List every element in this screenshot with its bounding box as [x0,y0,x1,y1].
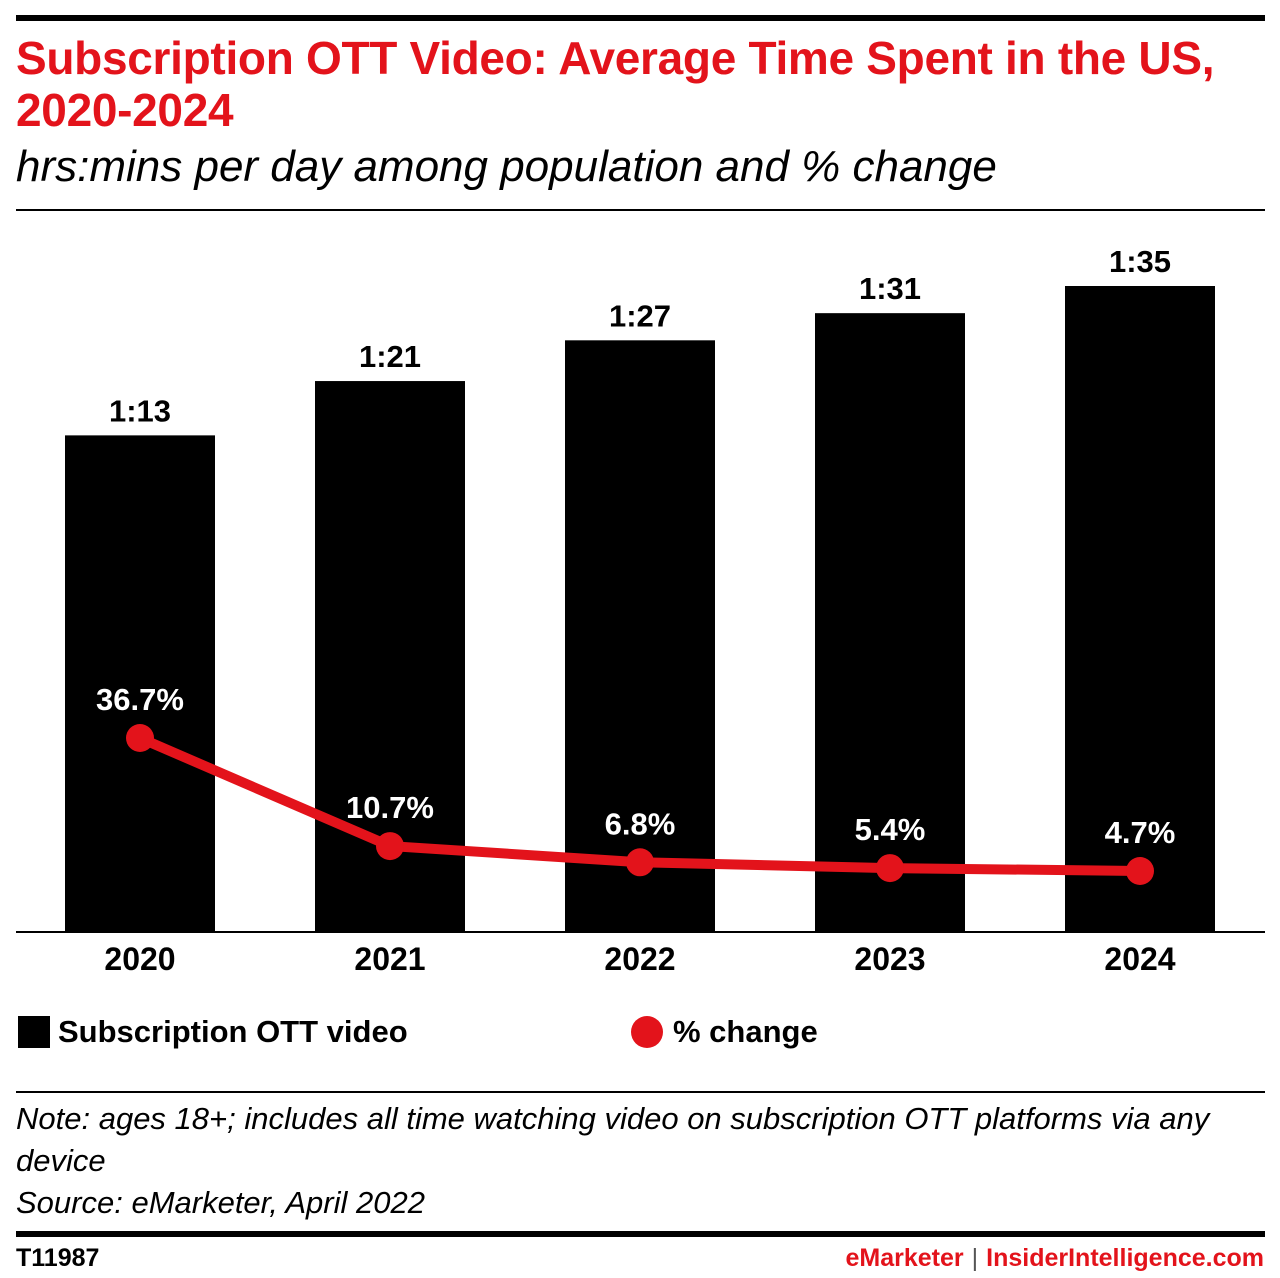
x-tick-label-2021: 2021 [354,941,425,977]
chart-plot: 1:13 1:21 1:27 1:31 1:35 2020 2021 2022 2023 2024… [16,244,1265,977]
bar-2023 [815,313,965,931]
bar-2020 [65,435,215,931]
brand-emarketer: eMarketer [845,1244,964,1272]
legend-item-bars: Subscription OTT video [18,1010,408,1054]
legend-line-swatch [631,1016,663,1048]
legend-bar-swatch [18,1016,50,1048]
bar-2024 [1065,286,1215,931]
chart-id: T11987 [16,1244,100,1272]
header-divider [16,209,1265,211]
legend-line-label: % change [673,1014,818,1049]
chart-subtitle: hrs:mins per day among population and % … [16,142,997,191]
pct-change-label-2021: 10.7% [346,790,434,825]
x-tick-label-2022: 2022 [604,941,675,977]
brand-insider-intelligence: InsiderIntelligence.com [986,1244,1264,1272]
x-tick-label-2023: 2023 [854,941,925,977]
x-axis-line [16,931,1265,933]
x-tick-label-2024: 2024 [1104,941,1175,977]
legend-item-line: % change [631,1010,818,1054]
footer-brand: eMarketer | InsiderIntelligence.com [846,1244,1265,1273]
bar-value-label-2022: 1:27 [609,298,671,333]
source-text: Source: eMarketer, April 2022 [16,1185,425,1220]
pct-change-point-2023 [876,854,904,883]
pct-change-label-2020: 36.7% [96,682,184,717]
pct-change-label-2022: 6.8% [605,806,676,841]
pct-change-point-2022 [626,848,654,877]
bottom-rule [16,1231,1265,1237]
bar-value-label-2020: 1:13 [109,393,171,428]
bar-value-label-2023: 1:31 [859,271,921,306]
note-text: Note: ages 18+; includes all time watchi… [16,1101,1210,1178]
pct-change-point-2021 [376,832,404,861]
pct-change-point-2024 [1126,857,1154,885]
x-tick-label-2020: 2020 [104,941,175,977]
chart-notes: Note: ages 18+; includes all time watchi… [16,1098,1265,1224]
pct-change-point-2020 [126,724,154,752]
top-rule [16,15,1265,21]
legend-bar-label: Subscription OTT video [58,1014,408,1049]
note-divider [16,1091,1265,1093]
pct-change-label-2023: 5.4% [855,812,926,847]
pct-change-label-2024: 4.7% [1105,815,1176,850]
bar-value-label-2021: 1:21 [359,339,421,374]
bar-2022 [565,340,715,931]
bar-value-label-2024: 1:35 [1109,244,1171,279]
brand-separator: | [971,1244,979,1272]
chart-title: Subscription OTT Video: Average Time Spe… [16,32,1215,136]
